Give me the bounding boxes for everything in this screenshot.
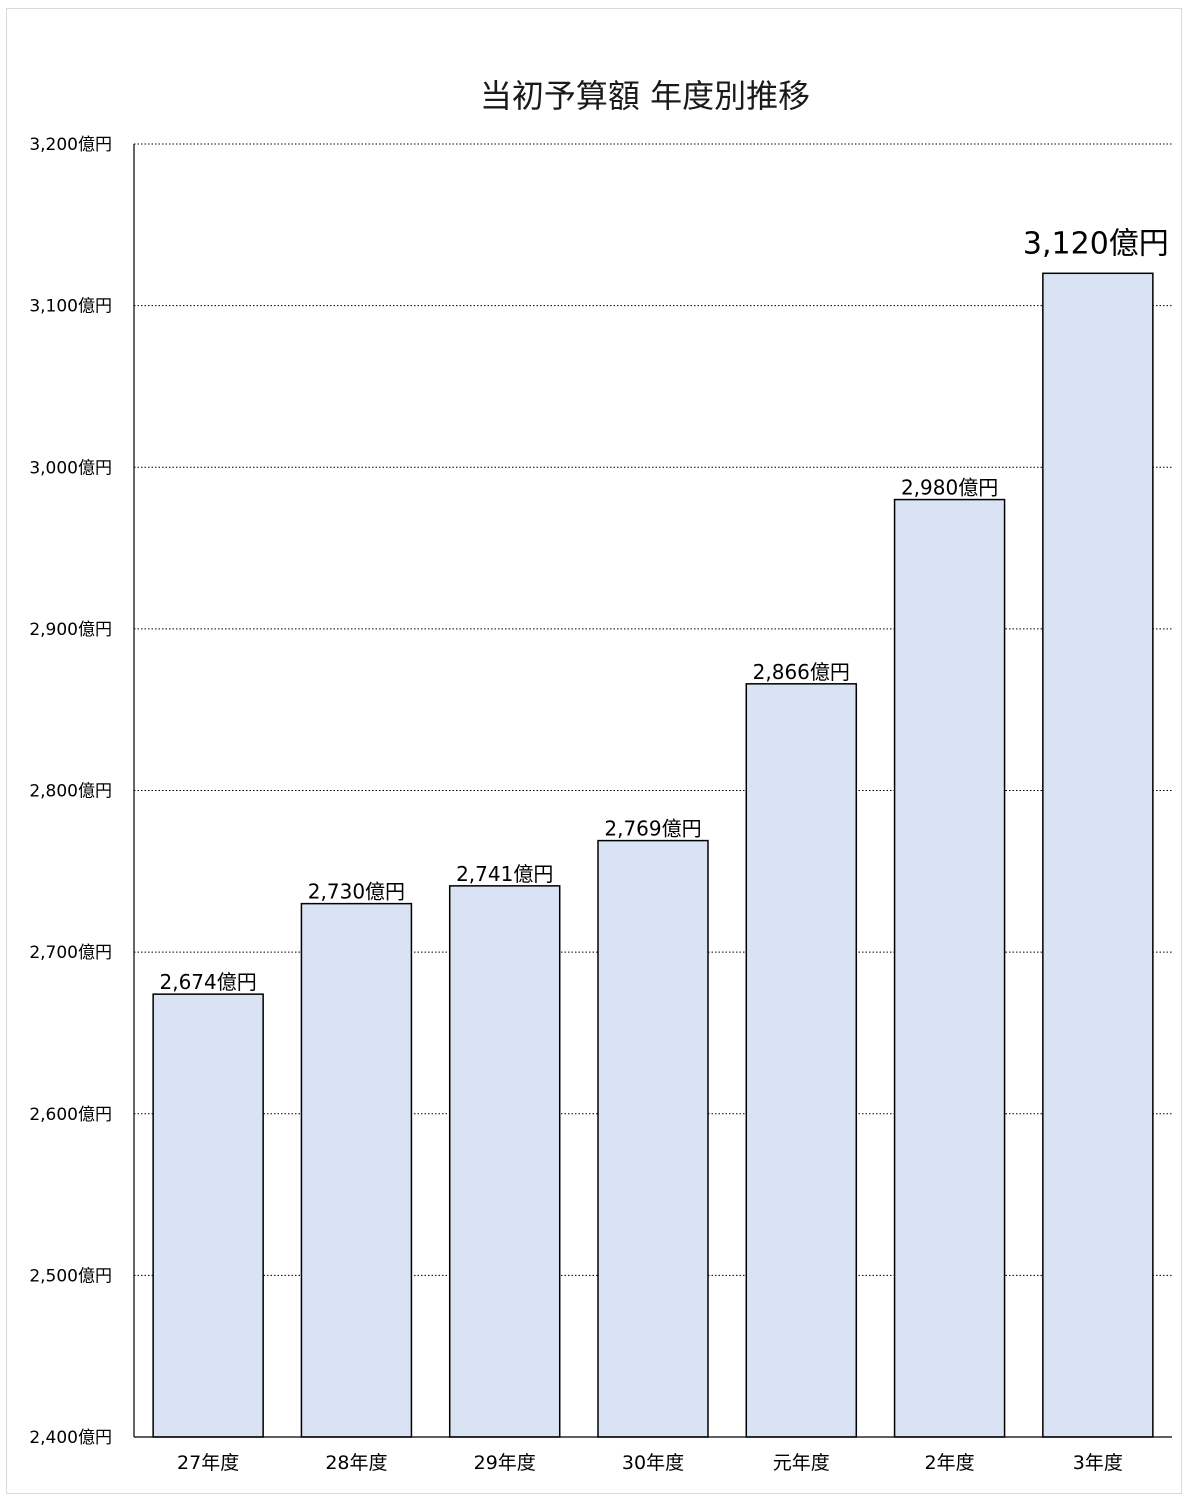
data-label: 2,980億円 xyxy=(901,476,998,500)
y-tick-label: 2,800億円 xyxy=(29,782,112,802)
x-axis-ticks: 27年度 28年度 29年度 30年度 元年度 2年度 3年度 xyxy=(177,1452,1123,1474)
x-tick-label: 28年度 xyxy=(325,1452,387,1474)
chart-frame xyxy=(6,8,1182,1494)
data-label: 2,769億円 xyxy=(604,817,701,841)
data-label: 2,866億円 xyxy=(753,660,850,684)
x-tick-label: 2年度 xyxy=(925,1452,975,1474)
bar xyxy=(745,683,858,1438)
x-tick-label: 27年度 xyxy=(177,1452,239,1474)
y-tick-label: 3,200億円 xyxy=(29,135,112,155)
y-tick-label: 2,500億円 xyxy=(29,1266,112,1286)
bar xyxy=(300,902,413,1438)
x-tick-label: 元年度 xyxy=(773,1452,830,1474)
bar xyxy=(893,498,1006,1438)
data-labels: 2,674億円 2,730億円 2,741億円 2,769億円 2,866億円 2,980… xyxy=(160,226,1169,994)
y-tick-label: 2,600億円 xyxy=(29,1105,112,1125)
bar xyxy=(1042,272,1154,1438)
chart-title: 当初予算額 年度別推移 xyxy=(480,77,810,115)
x-tick-label: 30年度 xyxy=(622,1452,684,1474)
x-tick-label: 29年度 xyxy=(474,1452,536,1474)
y-tick-label: 3,100億円 xyxy=(29,297,112,317)
bar xyxy=(448,885,561,1438)
data-label: 2,741億円 xyxy=(456,862,553,886)
y-axis-ticks: 2,400億円 2,500億円 2,600億円 2,700億円 2,800億円 2,900… xyxy=(29,135,112,1448)
y-tick-label: 2,700億円 xyxy=(29,943,112,963)
bar xyxy=(597,839,709,1438)
y-tick-label: 3,000億円 xyxy=(29,458,112,478)
bar xyxy=(152,993,264,1438)
data-label: 3,120億円 xyxy=(1023,226,1169,261)
axes xyxy=(133,144,1172,1438)
data-label: 2,730億円 xyxy=(308,880,405,904)
y-tick-label: 2,400億円 xyxy=(29,1428,112,1448)
y-tick-label: 2,900億円 xyxy=(29,620,112,640)
bars xyxy=(152,272,1154,1438)
data-label: 2,674億円 xyxy=(160,970,257,994)
x-tick-label: 3年度 xyxy=(1073,1452,1123,1474)
